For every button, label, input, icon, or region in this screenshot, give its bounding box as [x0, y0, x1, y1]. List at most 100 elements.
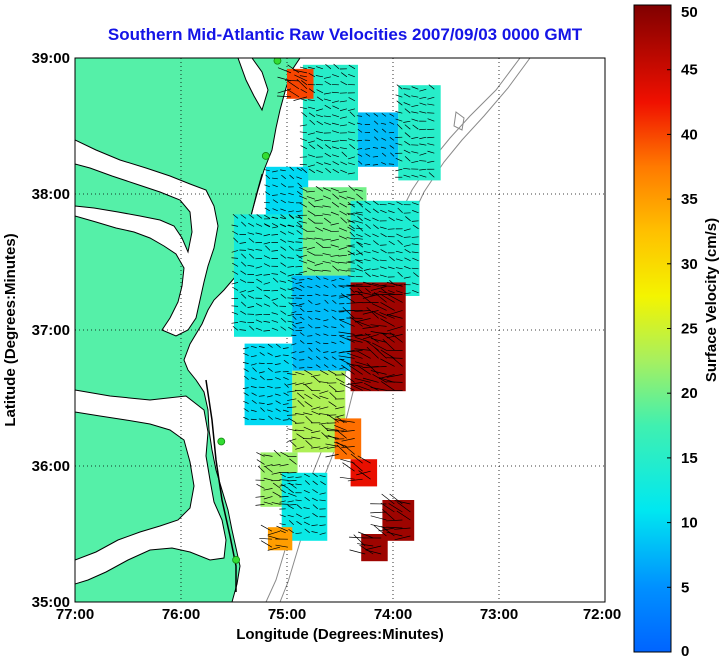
velocity-vector: [316, 89, 324, 94]
velocity-vector: [288, 201, 294, 204]
velocity-vector: [292, 324, 297, 328]
velocity-vector: [295, 266, 303, 268]
velocity-vector: [389, 121, 395, 125]
velocity-vector: [316, 120, 324, 126]
velocity-vector: [331, 326, 337, 328]
velocity-vector: [295, 287, 303, 291]
velocity-vector: [339, 278, 345, 280]
velocity-vector: [288, 210, 294, 213]
velocity-vector: [357, 543, 374, 547]
velocity-vector: [242, 387, 249, 389]
velocity-vector: [280, 483, 289, 489]
velocity-vector: [258, 371, 265, 374]
colorbar-tick-label: 5: [681, 579, 689, 596]
velocity-vector: [305, 416, 313, 424]
velocity-vector: [357, 455, 371, 464]
velocity-vector: [333, 63, 340, 70]
velocity-vector: [259, 352, 265, 356]
velocity-vector: [356, 241, 363, 246]
velocity-vector: [349, 111, 356, 118]
velocity-vector: [286, 89, 300, 98]
velocity-vector: [280, 489, 286, 494]
velocity-vector: [307, 66, 315, 70]
velocity-vector: [380, 358, 395, 367]
velocity-vector: [339, 139, 347, 142]
velocity-vector: [356, 122, 363, 125]
velocity-vector: [370, 294, 387, 296]
velocity-vector: [291, 351, 297, 354]
velocity-vector: [303, 382, 313, 386]
velocity-vector: [382, 508, 395, 521]
velocity-vector: [280, 310, 287, 315]
velocity-vector: [289, 174, 295, 180]
velocity-vector: [296, 176, 302, 180]
velocity-vector: [370, 324, 387, 327]
velocity-vector: [265, 174, 271, 180]
velocity-vector: [323, 325, 329, 328]
velocity-vector: [282, 347, 289, 349]
velocity-vector: [386, 519, 403, 522]
velocity-vector: [271, 298, 279, 301]
velocity-vector: [291, 343, 297, 346]
velocity-vector: [330, 238, 339, 242]
velocity-vector: [279, 479, 289, 481]
velocity-vector: [298, 220, 307, 224]
velocity-vector: [411, 95, 419, 98]
velocity-vector: [279, 496, 289, 498]
velocity-vector: [331, 364, 337, 368]
velocity-vector: [381, 493, 395, 505]
velocity-vector: [355, 211, 363, 214]
velocity-vector: [299, 98, 308, 102]
velocity-vector: [380, 146, 387, 149]
velocity-vector: [366, 363, 379, 375]
velocity-vector: [319, 475, 326, 478]
velocity-vector: [331, 309, 337, 312]
velocity-vector: [319, 492, 326, 495]
x-axis-label: Longitude (Degrees:Minutes): [236, 626, 444, 643]
velocity-vector: [311, 411, 321, 416]
velocity-vector: [380, 502, 395, 513]
velocity-vector: [335, 414, 345, 418]
velocity-vector: [303, 521, 310, 526]
velocity-vector: [272, 194, 278, 196]
velocity-vector: [280, 294, 287, 299]
velocity-vector: [370, 338, 387, 343]
velocity-vector: [287, 472, 297, 474]
x-tick-label: 73:00: [480, 606, 518, 623]
velocity-vector: [295, 532, 302, 535]
velocity-vector: [338, 235, 348, 240]
velocity-vector: [351, 461, 363, 472]
velocity-vector: [340, 161, 348, 166]
velocity-vector: [395, 250, 403, 254]
velocity-vector: [287, 504, 297, 506]
velocity-vector: [411, 174, 419, 178]
velocity-vector: [280, 230, 287, 235]
velocity-vector: [243, 353, 249, 356]
velocity-vector: [323, 356, 329, 360]
velocity-vector: [287, 225, 295, 227]
velocity-vector: [287, 231, 295, 235]
velocity-vector: [331, 146, 340, 150]
velocity-vector: [240, 310, 247, 315]
velocity-vector: [332, 105, 340, 110]
velocity-vector: [358, 470, 371, 480]
velocity-vector: [323, 115, 331, 118]
velocity-vector: [346, 261, 355, 264]
velocity-vector: [382, 339, 395, 351]
velocity-vector: [327, 414, 339, 423]
velocity-vector: [287, 492, 297, 497]
velocity-vector: [315, 293, 321, 296]
velocity-vector: [354, 268, 364, 272]
velocity-vector: [311, 446, 321, 449]
velocity-vector: [240, 270, 247, 275]
velocity-vector: [365, 153, 371, 157]
velocity-vector: [304, 401, 313, 408]
velocity-vector: [299, 66, 307, 70]
velocity-vector: [411, 111, 419, 114]
velocity-vector: [308, 112, 316, 118]
velocity-vector: [264, 214, 271, 219]
velocity-vector: [347, 162, 355, 166]
velocity-vector: [241, 261, 247, 267]
velocity-vector: [311, 406, 321, 410]
velocity-vector: [373, 291, 387, 303]
